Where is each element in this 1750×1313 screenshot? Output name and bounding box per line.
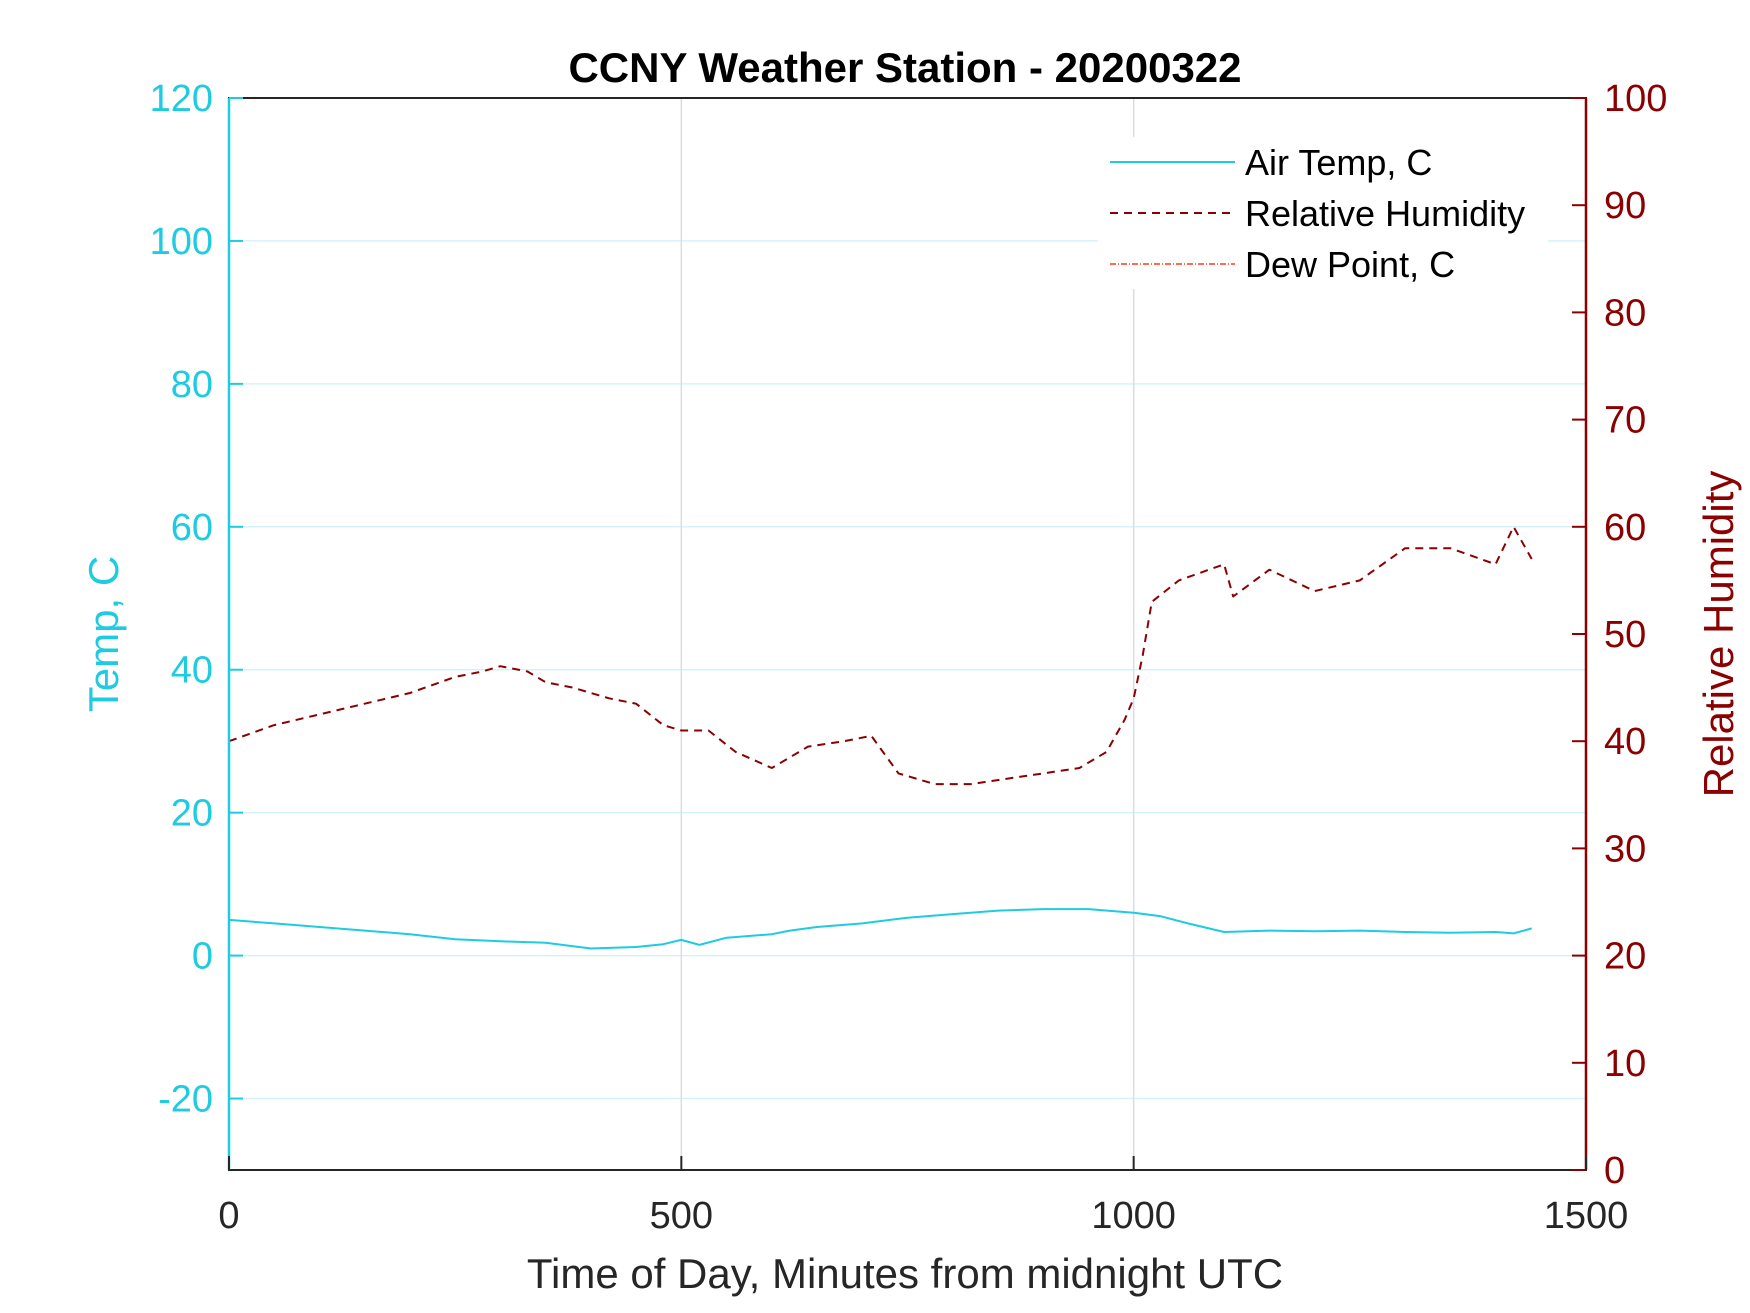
y-tick-left-label: 60 <box>171 507 213 549</box>
y-tick-right-label: 90 <box>1604 185 1646 227</box>
y-tick-right-label: 40 <box>1604 721 1646 763</box>
legend: Air Temp, C Relative Humidity Dew Point,… <box>1098 137 1548 289</box>
chart-title: CCNY Weather Station - 20200322 <box>568 44 1241 91</box>
y-tick-right-label: 20 <box>1604 936 1646 978</box>
series-line-relative-humidity <box>228 525 1533 786</box>
x-tick-label: 1500 <box>1544 1195 1629 1237</box>
y-tick-right-label: 100 <box>1604 78 1667 120</box>
y-tick-left-label: -20 <box>158 1079 213 1121</box>
x-tick-label: 1000 <box>1091 1195 1176 1237</box>
y-tick-left-label: 80 <box>171 364 213 406</box>
x-axis-label: Time of Day, Minutes from midnight UTC <box>527 1250 1283 1297</box>
y-tick-right-label: 80 <box>1604 292 1646 334</box>
y-axis-right-label: Relative Humidity <box>1695 471 1742 798</box>
y-tick-right-label: 30 <box>1604 828 1646 870</box>
y-tick-left-label: 100 <box>150 221 213 263</box>
legend-label-dew-point: Dew Point, C <box>1245 244 1455 285</box>
x-tick-label: 500 <box>650 1195 713 1237</box>
y-tick-left-label: 120 <box>150 78 213 120</box>
legend-label-air-temp: Air Temp, C <box>1245 142 1432 183</box>
y-tick-right-label: 10 <box>1604 1043 1646 1085</box>
y-axis-left-label: Temp, C <box>80 556 127 712</box>
y-tick-right-label: 70 <box>1604 400 1646 442</box>
series-lines <box>228 525 1533 950</box>
y-tick-right-label: 50 <box>1604 614 1646 656</box>
y-tick-right-label: 0 <box>1604 1150 1625 1192</box>
y-tick-left-label: 40 <box>171 650 213 692</box>
y-tick-left-label: 0 <box>192 936 213 978</box>
legend-label-relative-humidity: Relative Humidity <box>1245 193 1525 234</box>
y-tick-left-label: 20 <box>171 793 213 835</box>
y-tick-right-label: 60 <box>1604 507 1646 549</box>
x-tick-label: 0 <box>218 1195 239 1237</box>
series-line-air-temp-c <box>228 908 1532 950</box>
axes: -20 0 20 40 60 80 100 120 0 10 20 30 40 50 60 70 80 90 100… <box>150 78 1668 1237</box>
